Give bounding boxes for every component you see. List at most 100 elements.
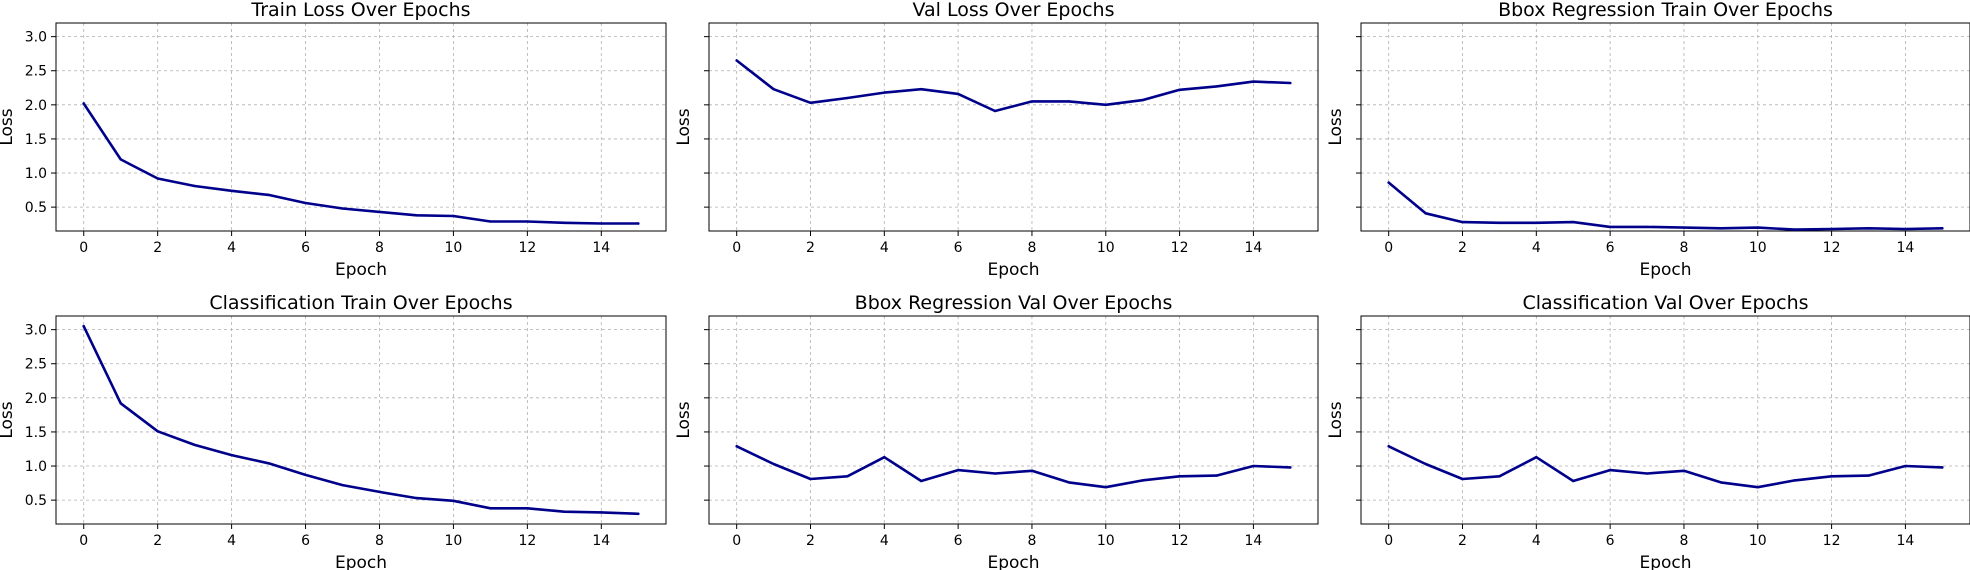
data-point — [267, 193, 270, 197]
data-point — [526, 220, 529, 223]
y-tick-label: 0.5 — [25, 493, 47, 509]
data-point — [883, 455, 886, 459]
data-point — [378, 210, 381, 214]
data-point — [1719, 227, 1723, 230]
x-tick-label: 10 — [1097, 240, 1115, 256]
y-axis-label: Loss — [674, 401, 694, 438]
x-tick-label: 10 — [1749, 240, 1767, 256]
data-point — [1572, 220, 1575, 224]
x-tick-label: 4 — [227, 533, 236, 549]
y-tick-label: 1.5 — [25, 132, 47, 148]
data-point — [156, 177, 159, 180]
x-tick-label: 6 — [1606, 240, 1615, 256]
y-tick-label: 2.0 — [25, 391, 47, 407]
x-tick-label: 14 — [1244, 240, 1262, 256]
data-point — [378, 490, 381, 494]
data-point — [1030, 469, 1034, 473]
x-tick-label: 12 — [518, 533, 536, 549]
data-point — [1387, 181, 1390, 184]
data-point — [993, 472, 997, 475]
data-point — [230, 189, 233, 192]
data-point — [1867, 227, 1870, 230]
x-tick-label: 2 — [806, 533, 815, 549]
data-point — [193, 443, 196, 447]
data-point — [1424, 462, 1427, 466]
loss-series-line — [735, 444, 1292, 489]
x-axis-label: Epoch — [987, 260, 1039, 280]
data-point — [1178, 475, 1181, 478]
plot-area-frame — [55, 315, 667, 525]
chart-title: Classification Train Over Epochs — [209, 292, 512, 314]
chart-title: Bbox Regression Val Over Epochs — [855, 292, 1173, 314]
plot-area-frame — [55, 22, 667, 232]
data-point — [341, 483, 344, 487]
data-point — [1535, 455, 1538, 459]
chart-title: Bbox Regression Train Over Epochs — [1498, 0, 1833, 21]
x-tick-label: 6 — [1606, 533, 1615, 549]
data-point — [1289, 81, 1292, 85]
data-point — [1498, 221, 1501, 225]
x-tick-label: 14 — [1896, 240, 1914, 256]
data-point — [1178, 88, 1181, 92]
y-tick-label: 0.5 — [25, 200, 47, 216]
chart-panel-1: 0 2 4 6 8 10 12 14 0.5 1.0 1.5 2.0 2.5 3.0 Train Loss … — [0, 0, 667, 280]
x-tick-label: 0 — [79, 533, 88, 549]
x-tick-label: 2 — [153, 533, 162, 549]
x-tick-label: 8 — [375, 533, 384, 549]
data-point — [772, 462, 775, 466]
y-axis-label: Loss — [1326, 401, 1346, 438]
x-tick-label: 12 — [1171, 240, 1189, 256]
data-point — [1941, 466, 1944, 469]
y-tick-label: 2.0 — [25, 98, 47, 114]
data-point — [1289, 466, 1292, 469]
data-point — [883, 91, 886, 94]
data-point — [1252, 80, 1255, 83]
x-tick-label: 0 — [1384, 240, 1393, 256]
data-point — [1067, 100, 1071, 103]
x-tick-label: 14 — [592, 533, 610, 549]
data-point — [1535, 221, 1538, 225]
x-tick-label: 10 — [445, 240, 463, 256]
data-point — [1461, 477, 1464, 481]
x-tick-label: 2 — [1458, 240, 1467, 256]
data-point — [1756, 485, 1759, 489]
x-tick-label: 4 — [227, 240, 236, 256]
data-point — [415, 496, 418, 500]
data-point — [1830, 227, 1833, 231]
x-tick-label: 0 — [732, 533, 741, 549]
loss-series-line — [82, 102, 640, 225]
x-axis-label: Epoch — [1639, 260, 1691, 280]
data-point — [1215, 474, 1218, 477]
data-point — [956, 468, 960, 472]
y-tick-label: 2.5 — [25, 64, 47, 80]
data-point — [1904, 227, 1907, 231]
data-point — [1793, 228, 1796, 231]
data-point — [119, 402, 122, 405]
x-tick-label: 6 — [954, 240, 963, 256]
data-point — [846, 96, 849, 100]
data-point — [1941, 227, 1944, 230]
chart-panel-2: 0 2 4 6 8 10 12 14 Val Loss Over Epochs Epoch Loss — [674, 0, 1319, 280]
y-axis-label: Loss — [0, 108, 17, 145]
x-tick-label: 14 — [1244, 533, 1262, 549]
x-tick-label: 4 — [880, 240, 889, 256]
data-point — [1608, 225, 1612, 229]
data-point — [1572, 479, 1575, 483]
data-point — [809, 101, 812, 104]
data-point — [1104, 103, 1107, 107]
data-point — [809, 477, 812, 481]
x-tick-label: 10 — [1749, 533, 1767, 549]
data-point — [1830, 475, 1833, 478]
chart-panel-5: 0 2 4 6 8 10 12 14 Bbox Regression Val Over Epoc… — [674, 292, 1319, 570]
data-point — [1608, 468, 1612, 472]
x-tick-label: 0 — [79, 240, 88, 256]
x-tick-label: 0 — [1384, 533, 1393, 549]
x-tick-label: 10 — [445, 533, 463, 549]
x-tick-label: 6 — [301, 240, 310, 256]
y-axis-label: Loss — [1326, 108, 1346, 145]
data-point — [1498, 475, 1501, 478]
plot-area-frame — [708, 315, 1319, 525]
data-point — [82, 102, 85, 105]
plot-area-frame — [708, 22, 1319, 232]
